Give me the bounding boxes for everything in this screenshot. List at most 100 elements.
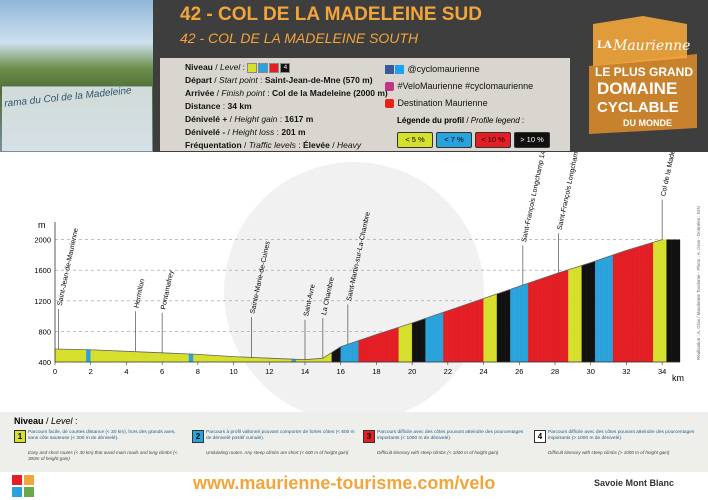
annotation-label: Col de la Madeleine bbox=[660, 152, 680, 197]
social-handle[interactable]: @cyclomaurienne bbox=[385, 64, 480, 75]
instagram-icon bbox=[385, 82, 394, 92]
website-link[interactable]: www.maurienne-tourisme.com/velo bbox=[193, 473, 496, 493]
twitter-icon bbox=[395, 65, 404, 75]
profile-segment bbox=[264, 357, 270, 363]
profile-segment bbox=[117, 350, 123, 363]
x-tick-label: 22 bbox=[444, 367, 452, 376]
profile-segment bbox=[670, 239, 676, 363]
x-tick-label: 2 bbox=[89, 367, 93, 376]
profile-segment bbox=[501, 290, 507, 363]
finish-row: Arrivée / Finish point : Col de la Madel… bbox=[185, 88, 388, 98]
profile-segment bbox=[161, 352, 167, 363]
profile-segment bbox=[260, 357, 265, 363]
level-row: Niveau / Level : 4 bbox=[185, 62, 291, 73]
profile-segment bbox=[644, 243, 649, 363]
profile-line bbox=[54, 239, 663, 361]
profile-segment bbox=[135, 351, 140, 363]
profile-segment bbox=[666, 239, 672, 363]
footer-bar bbox=[0, 472, 708, 500]
profile-segment bbox=[184, 353, 190, 363]
x-tick-label: 0 bbox=[53, 367, 57, 376]
profile-segment bbox=[68, 349, 74, 363]
profile-segment bbox=[461, 304, 466, 363]
profile-segment bbox=[175, 353, 181, 363]
y-tick-label: 2000 bbox=[34, 236, 51, 245]
start-row: Départ / Start point : Saint-Jean-de-Mne… bbox=[185, 75, 373, 85]
profile-segment bbox=[233, 356, 239, 363]
x-tick-label: 12 bbox=[265, 367, 273, 376]
profile-segment bbox=[251, 357, 257, 363]
profile-segment bbox=[434, 313, 440, 363]
level-desc-2: Parcours à profil vallonné pouvant compo… bbox=[206, 430, 355, 441]
level-legend-title-en: Level bbox=[51, 416, 73, 426]
profile-segment bbox=[653, 240, 658, 363]
x-tick-label: 4 bbox=[124, 367, 128, 376]
panorama-board bbox=[2, 86, 152, 151]
legend-lt7: < 7 % bbox=[436, 132, 472, 148]
profile-segment bbox=[211, 355, 216, 363]
level-num-1: 1 bbox=[14, 430, 26, 443]
profile-legend-title-fr: Légende du profil bbox=[397, 116, 465, 125]
profile-segment bbox=[193, 354, 199, 363]
profile-segment bbox=[202, 354, 207, 363]
legend-lt5: < 5 % bbox=[397, 132, 433, 148]
level-num-4: 4 bbox=[534, 430, 546, 443]
profile-segment bbox=[90, 349, 96, 363]
level-desc-3: Parcours difficile avec des côtes pouvan… bbox=[377, 430, 524, 441]
loss-value: 201 m bbox=[281, 127, 306, 137]
profile-segment bbox=[492, 293, 498, 363]
level-box-1 bbox=[247, 62, 258, 73]
profile-segment bbox=[349, 341, 355, 363]
x-tick-label: 20 bbox=[408, 367, 416, 376]
maurienne-logo-small-icon bbox=[12, 475, 34, 497]
finish-label-en: Finish point bbox=[221, 88, 265, 98]
start-label: Départ bbox=[185, 75, 212, 85]
social-hashtags[interactable]: #VeloMaurienne #cyclomaurienne bbox=[385, 81, 533, 92]
x-tick-label: 10 bbox=[229, 367, 237, 376]
level-box-2 bbox=[258, 62, 269, 73]
profile-segment bbox=[237, 356, 243, 363]
profile-segment bbox=[528, 281, 533, 363]
distance-row: Distance : 34 km bbox=[185, 101, 252, 111]
profile-segment bbox=[648, 242, 654, 363]
logo-line5: CYCLABLE bbox=[597, 99, 679, 116]
profile-segment bbox=[514, 286, 520, 363]
social-destination[interactable]: Destination Maurienne bbox=[385, 98, 488, 109]
profile-segment bbox=[63, 349, 69, 363]
profile-segment bbox=[420, 318, 426, 363]
profile-segment bbox=[148, 352, 154, 363]
level-legend bbox=[0, 412, 708, 472]
profile-segment bbox=[626, 248, 632, 363]
profile-segment bbox=[470, 301, 475, 363]
profile-segment bbox=[447, 309, 453, 363]
level-box-3 bbox=[269, 62, 280, 73]
distance-value: 34 km bbox=[227, 101, 252, 111]
profile-segment bbox=[121, 350, 127, 363]
logo-line6: DU MONDE bbox=[623, 118, 672, 128]
traffic-label: Fréquentation bbox=[185, 140, 242, 150]
facebook-icon bbox=[385, 65, 394, 75]
logo-line3: LE PLUS GRAND bbox=[595, 65, 693, 79]
profile-segment bbox=[559, 270, 565, 363]
profile-segment bbox=[126, 351, 132, 363]
profile-segment bbox=[599, 257, 605, 363]
y-tick-label: 800 bbox=[38, 327, 51, 336]
annotation-label: Pontamafrey bbox=[160, 269, 175, 310]
profile-segment bbox=[630, 247, 636, 363]
gain-label: Dénivelé + bbox=[185, 114, 228, 124]
profile-segment bbox=[403, 324, 408, 363]
level-num-2: 2 bbox=[192, 430, 204, 443]
profile-segment bbox=[639, 244, 645, 363]
profile-segment bbox=[545, 275, 551, 363]
profile-legend-title-en: Profile legend bbox=[470, 116, 520, 125]
legend-gt10: > 10 % bbox=[514, 132, 550, 148]
profile-segment bbox=[108, 350, 114, 363]
profile-segment bbox=[675, 239, 681, 363]
profile-segment bbox=[536, 278, 542, 363]
profile-segment bbox=[95, 349, 100, 363]
maurienne-logo: LA Maurienne LE PLUS GRAND DOMAINE CYCLA… bbox=[589, 16, 697, 134]
x-tick-label: 30 bbox=[587, 367, 595, 376]
x-tick-label: 32 bbox=[622, 367, 630, 376]
profile-segment bbox=[416, 319, 422, 363]
level-label-en: Level bbox=[219, 62, 241, 72]
